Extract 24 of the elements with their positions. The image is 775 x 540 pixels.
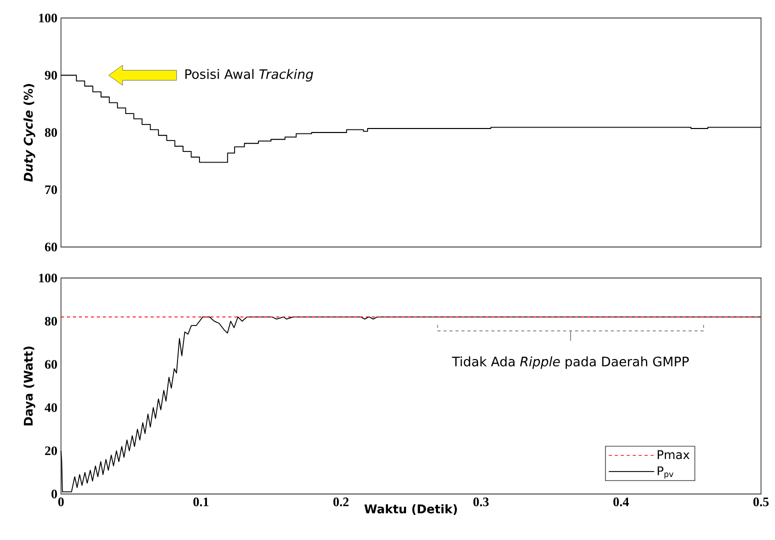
- annotation: Tidak Ada Ripple pada Daerah GMPP: [452, 356, 689, 369]
- legend-label: Pmax: [658, 450, 690, 460]
- x-tick-label: 0.2: [333, 498, 349, 506]
- x-tick-label: 0.3: [473, 498, 489, 506]
- x-tick-label: 0.5: [753, 498, 769, 506]
- y-tick-label: 0: [52, 490, 57, 498]
- y-tick-label: 70: [45, 185, 57, 194]
- y-tick-label: 40: [44, 403, 57, 412]
- y-tick-label: 100: [39, 14, 57, 22]
- annotation: Posisi Awal Tracking: [185, 68, 314, 82]
- y-tick-label: 80: [44, 316, 57, 326]
- y-tick-label: 60: [44, 360, 57, 369]
- x-tick-label: 0: [58, 498, 64, 506]
- y-tick-label: 100: [39, 274, 57, 282]
- y-tick-label: 20: [45, 446, 57, 456]
- legend-label: P$_{pv}$: [658, 466, 674, 479]
- y-tick-label: 60: [44, 242, 57, 252]
- y-axis-title: Duty Cycle (%): [24, 84, 36, 182]
- y-axis-title: Daya (Watt): [24, 346, 36, 426]
- y-tick-label: 80: [44, 128, 57, 137]
- x-tick-label: 0.4: [613, 498, 629, 506]
- y-tick-label: 90: [44, 70, 57, 80]
- x-tick-label: 0.1: [193, 498, 208, 506]
- x-axis-title: Waktu (Detik): [364, 504, 457, 515]
